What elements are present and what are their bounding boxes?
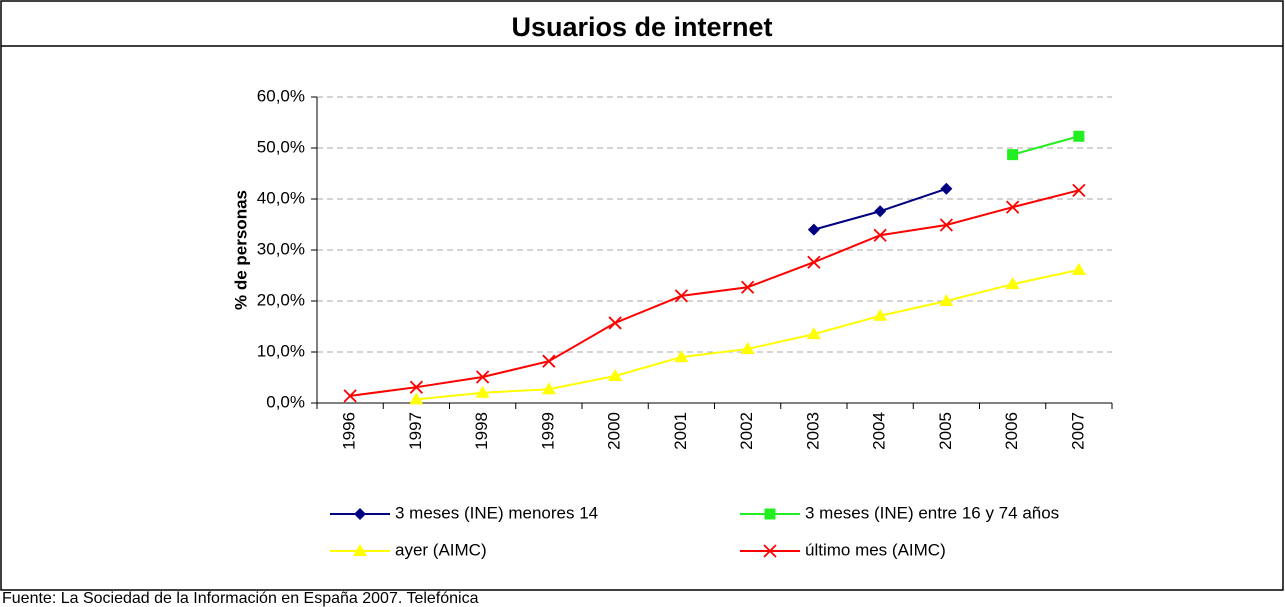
chart-frame [0,0,1284,591]
y-tick-label: 40,0% [257,188,305,207]
marker [939,218,954,232]
y-tick-label: 10,0% [257,341,305,360]
marker [1071,262,1086,275]
x-tick-label: 1996 [340,412,359,450]
marker [1005,200,1020,214]
marker [807,255,821,269]
legend-marker [354,508,366,520]
x-tick-label: 2007 [1068,412,1087,450]
x-tick-label: 2003 [803,412,822,450]
legend-label: último mes (AIMC) [805,540,946,559]
marker [873,308,888,321]
x-tick-label: 2001 [671,412,690,450]
chart-title: Usuarios de internet [511,12,772,42]
marker [674,289,689,303]
marker [939,294,954,306]
marker [740,280,755,294]
marker [1005,277,1020,290]
x-tick-label: 1999 [538,412,557,450]
series-line [1012,135,1080,156]
marker [475,370,490,384]
marker [1073,130,1085,142]
marker [740,341,755,354]
marker [343,389,357,403]
legend-label: 3 meses (INE) menores 14 [395,503,598,522]
marker [674,350,689,363]
marker [1007,149,1019,161]
y-tick-label: 0,0% [266,392,305,411]
y-axis-label: % de personas [231,190,250,310]
marker [542,354,556,368]
legend-label: ayer (AIMC) [395,540,487,559]
marker [409,392,424,405]
legend-marker [764,508,776,520]
y-tick-label: 20,0% [257,290,305,309]
x-tick-label: 2004 [870,412,889,450]
marker [806,327,821,340]
legend-label: 3 meses (INE) entre 16 y 74 años [805,503,1059,522]
marker [1072,183,1086,197]
x-tick-label: 2006 [1002,412,1021,450]
footer: Fuente: La Sociedad de la Información en… [2,590,479,607]
marker [541,382,556,395]
marker [874,205,887,218]
series-line [349,189,1080,397]
x-tick-label: 1997 [406,412,425,450]
marker [807,223,820,236]
y-tick-label: 30,0% [257,239,305,258]
x-tick-label: 2002 [737,412,756,450]
y-tick-label: 60,0% [257,86,305,105]
marker [940,182,953,195]
marker [475,385,490,398]
legend-marker [353,544,367,556]
x-tick-label: 1998 [472,412,491,450]
legend-marker [763,544,777,558]
marker [608,368,623,381]
x-tick-label: 2000 [605,412,624,450]
marker [608,316,622,330]
x-tick-label: 2005 [936,412,955,450]
marker [409,380,424,394]
marker [873,228,887,242]
y-tick-label: 50,0% [257,137,305,156]
